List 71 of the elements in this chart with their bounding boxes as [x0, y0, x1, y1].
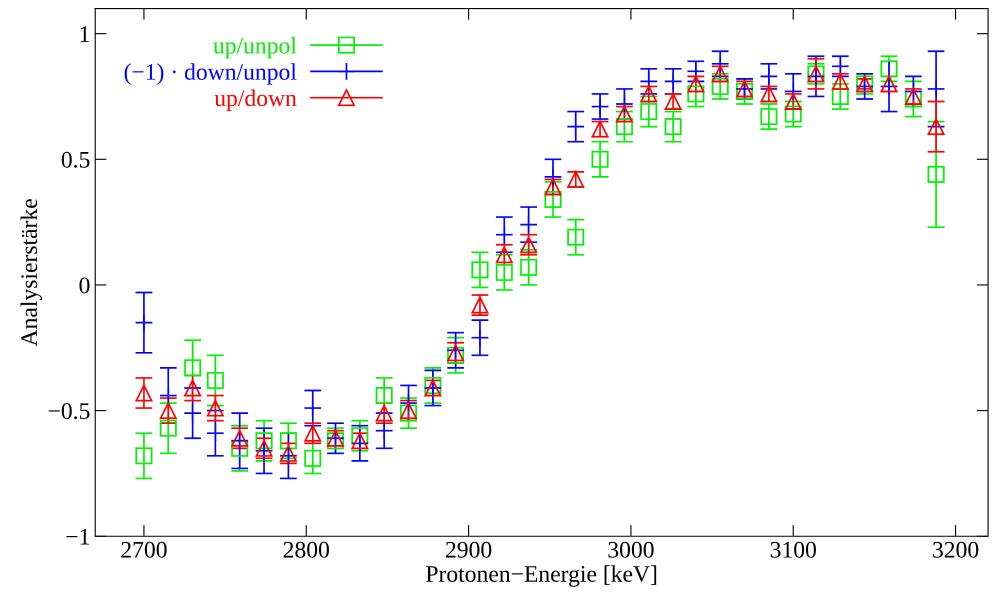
point: [928, 166, 945, 183]
x-tick-label: 2800: [284, 542, 329, 558]
point: [567, 228, 584, 246]
point: [159, 386, 178, 405]
point: [160, 402, 177, 420]
point: [926, 80, 946, 98]
point: [520, 258, 538, 276]
point: [183, 404, 202, 422]
point: [928, 118, 945, 136]
point: [184, 380, 202, 396]
point: [664, 118, 682, 136]
point: [304, 450, 322, 467]
point: [590, 97, 610, 116]
y-tick-label: −0.5: [48, 403, 90, 420]
x-tick-label: 3200: [933, 542, 978, 558]
x-axis-title: Protonen−Energie [keV]: [426, 565, 656, 587]
point: [904, 82, 923, 101]
x-tick-label: 2900: [446, 542, 492, 558]
y-tick-label: 0: [79, 277, 90, 294]
x-tick-label: 3100: [770, 542, 816, 558]
point: [784, 82, 802, 101]
point: [616, 118, 633, 136]
point: [711, 54, 730, 73]
point: [880, 77, 898, 96]
point: [664, 72, 682, 91]
legend-label: (−1) · down/unpol: [124, 63, 296, 85]
x-tick-label: 2700: [121, 542, 167, 558]
point: [640, 103, 658, 120]
point: [784, 106, 802, 123]
point: [880, 60, 898, 78]
y-axis-title: Analysierstärke: [20, 199, 42, 346]
point: [496, 264, 513, 281]
point: [160, 420, 177, 437]
point: [134, 313, 154, 332]
point: [640, 72, 658, 91]
point: [471, 261, 488, 278]
point: [135, 384, 152, 402]
point: [592, 150, 609, 168]
point: [806, 67, 826, 86]
point: [687, 85, 704, 102]
point: [760, 108, 778, 126]
y-tick-label: −1: [66, 528, 89, 544]
point: [280, 432, 297, 450]
point: [206, 400, 224, 417]
point: [206, 424, 225, 442]
legend-label: up/down: [214, 90, 297, 111]
point: [254, 442, 274, 460]
point: [470, 328, 490, 347]
y-tick-label: 1: [80, 26, 89, 42]
point: [615, 94, 634, 114]
point: [256, 432, 273, 450]
point: [760, 67, 778, 86]
legend-label: up/unpol: [213, 36, 296, 58]
point: [399, 394, 418, 412]
point: [135, 447, 152, 464]
point: [304, 398, 322, 418]
point: [712, 78, 729, 95]
point: [376, 387, 393, 404]
point: [855, 77, 874, 96]
point: [184, 359, 202, 376]
point: [544, 191, 562, 208]
point: [519, 215, 538, 234]
point: [495, 226, 514, 244]
point: [350, 434, 369, 452]
point: [230, 432, 249, 450]
point: [544, 168, 562, 186]
point: [206, 372, 224, 389]
point: [375, 422, 394, 440]
x-tick-label: 3000: [608, 542, 654, 558]
y-tick-label: 0.5: [62, 152, 90, 168]
point: [566, 117, 585, 136]
